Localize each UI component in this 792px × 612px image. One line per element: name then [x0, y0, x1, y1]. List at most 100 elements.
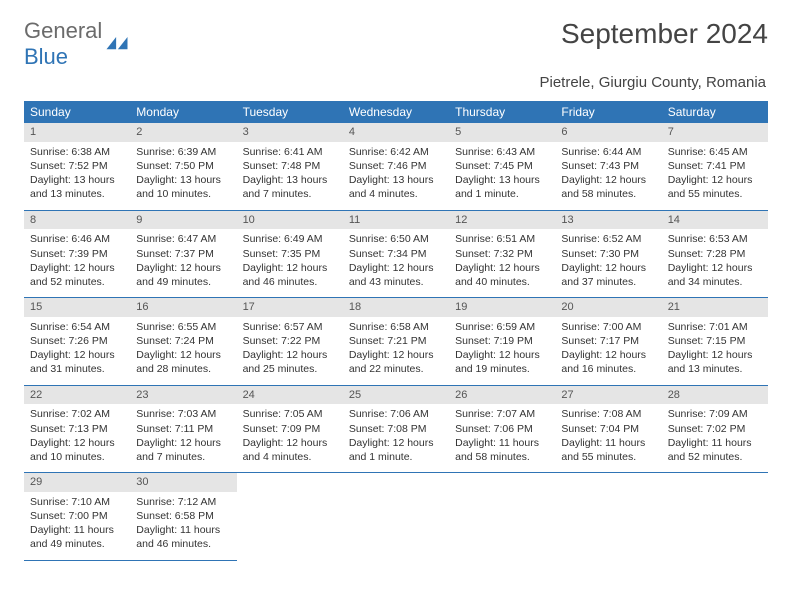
- day-number: 18: [343, 298, 449, 317]
- day-body: Sunrise: 7:10 AMSunset: 7:00 PMDaylight:…: [24, 492, 130, 560]
- logo-text: General Blue: [24, 18, 102, 70]
- sunrise-line: Sunrise: 6:51 AM: [455, 232, 549, 246]
- day-cell: 9Sunrise: 6:47 AMSunset: 7:37 PMDaylight…: [130, 210, 236, 298]
- sunset-line: Sunset: 7:11 PM: [136, 422, 230, 436]
- daylight-line: Daylight: 12 hours and 31 minutes.: [30, 348, 124, 376]
- day-cell: 7 Sunrise: 6:45 AMSunset: 7:41 PMDaylight…: [662, 123, 768, 210]
- day-number: 9: [130, 211, 236, 230]
- day-body: Sunrise: 6:44 AMSunset: 7:43 PMDaylight:…: [555, 142, 661, 210]
- day-number: 10: [237, 211, 343, 230]
- day-cell: 13Sunrise: 6:52 AMSunset: 7:30 PMDayligh…: [555, 210, 661, 298]
- sunset-line: Sunset: 7:35 PM: [243, 247, 337, 261]
- sunset-line: Sunset: 7:43 PM: [561, 159, 655, 173]
- day-body: Sunrise: 7:09 AMSunset: 7:02 PMDaylight:…: [662, 404, 768, 472]
- sunset-line: Sunset: 7:06 PM: [455, 422, 549, 436]
- col-sat: Saturday: [662, 101, 768, 123]
- daylight-line: Daylight: 12 hours and 10 minutes.: [30, 436, 124, 464]
- sunrise-line: Sunrise: 7:00 AM: [561, 320, 655, 334]
- day-body: Sunrise: 6:51 AMSunset: 7:32 PMDaylight:…: [449, 229, 555, 297]
- day-cell: 19Sunrise: 6:59 AMSunset: 7:19 PMDayligh…: [449, 298, 555, 386]
- day-body: Sunrise: 7:02 AMSunset: 7:13 PMDaylight:…: [24, 404, 130, 472]
- day-body: Sunrise: 7:07 AMSunset: 7:06 PMDaylight:…: [449, 404, 555, 472]
- day-cell: 28Sunrise: 7:09 AMSunset: 7:02 PMDayligh…: [662, 385, 768, 473]
- day-cell: 1Sunrise: 6:38 AMSunset: 7:52 PMDaylight…: [24, 123, 130, 210]
- sunrise-line: Sunrise: 6:50 AM: [349, 232, 443, 246]
- sunrise-line: Sunrise: 7:05 AM: [243, 407, 337, 421]
- day-cell: 17Sunrise: 6:57 AMSunset: 7:22 PMDayligh…: [237, 298, 343, 386]
- day-number: 26: [449, 386, 555, 405]
- day-body: Sunrise: 6:52 AMSunset: 7:30 PMDaylight:…: [555, 229, 661, 297]
- sunset-line: Sunset: 7:17 PM: [561, 334, 655, 348]
- day-body: Sunrise: 7:00 AMSunset: 7:17 PMDaylight:…: [555, 317, 661, 385]
- day-body: Sunrise: 6:42 AMSunset: 7:46 PMDaylight:…: [343, 142, 449, 210]
- sunset-line: Sunset: 7:50 PM: [136, 159, 230, 173]
- day-number: 28: [662, 386, 768, 405]
- sunset-line: Sunset: 7:46 PM: [349, 159, 443, 173]
- day-number: 30: [130, 473, 236, 492]
- daylight-line: Daylight: 11 hours and 49 minutes.: [30, 523, 124, 551]
- day-cell: 8Sunrise: 6:46 AMSunset: 7:39 PMDaylight…: [24, 210, 130, 298]
- sunset-line: Sunset: 7:19 PM: [455, 334, 549, 348]
- sunrise-line: Sunrise: 6:46 AM: [30, 232, 124, 246]
- sunset-line: Sunset: 7:02 PM: [668, 422, 762, 436]
- day-cell: 5Sunrise: 6:43 AMSunset: 7:45 PMDaylight…: [449, 123, 555, 210]
- sunrise-line: Sunrise: 6:47 AM: [136, 232, 230, 246]
- col-thu: Thursday: [449, 101, 555, 123]
- daylight-line: Daylight: 11 hours and 52 minutes.: [668, 436, 762, 464]
- daylight-line: Daylight: 11 hours and 55 minutes.: [561, 436, 655, 464]
- sunset-line: Sunset: 6:58 PM: [136, 509, 230, 523]
- daylight-line: Daylight: 12 hours and 16 minutes.: [561, 348, 655, 376]
- col-tue: Tuesday: [237, 101, 343, 123]
- daylight-line: Daylight: 12 hours and 43 minutes.: [349, 261, 443, 289]
- calendar-body: 1Sunrise: 6:38 AMSunset: 7:52 PMDaylight…: [24, 123, 768, 560]
- day-number: 19: [449, 298, 555, 317]
- sunset-line: Sunset: 7:21 PM: [349, 334, 443, 348]
- col-sun: Sunday: [24, 101, 130, 123]
- day-number: 25: [343, 386, 449, 405]
- calendar-row: 8 Sunrise: 6:46 AMSunset: 7:39 PM Daylight…: [24, 210, 768, 298]
- day-body: Sunrise: 6:59 AMSunset: 7:19 PMDaylight:…: [449, 317, 555, 385]
- day-number: 24: [237, 386, 343, 405]
- sunrise-line: Sunrise: 7:10 AM: [30, 495, 124, 509]
- day-number: 22: [24, 386, 130, 405]
- day-cell: 4Sunrise: 6:42 AMSunset: 7:46 PMDaylight…: [343, 123, 449, 210]
- sunrise-line: Sunrise: 6:45 AM: [668, 145, 762, 159]
- day-cell: 14Sunrise: 6:53 AMSunset: 7:28 PMDayligh…: [662, 210, 768, 298]
- calendar-table: Sunday Monday Tuesday Wednesday Thursday…: [24, 101, 768, 561]
- day-cell: 3Sunrise: 6:41 AMSunset: 7:48 PMDaylight…: [237, 123, 343, 210]
- day-body: Sunrise: 6:58 AMSunset: 7:21 PMDaylight:…: [343, 317, 449, 385]
- calendar-row: 1Sunrise: 6:38 AMSunset: 7:52 PMDaylight…: [24, 123, 768, 210]
- day-body: Sunrise: 6:39 AMSunset: 7:50 PMDaylight:…: [130, 142, 236, 210]
- sunrise-line: Sunrise: 6:38 AM: [30, 145, 124, 159]
- daylight-line: Daylight: 13 hours and 1 minute.: [455, 173, 549, 201]
- day-body: Sunrise: 6:50 AMSunset: 7:34 PMDaylight:…: [343, 229, 449, 297]
- day-cell: 11Sunrise: 6:50 AMSunset: 7:34 PMDayligh…: [343, 210, 449, 298]
- day-number: 13: [555, 211, 661, 230]
- sunrise-line: Sunrise: 6:43 AM: [455, 145, 549, 159]
- sunrise-line: Sunrise: 6:59 AM: [455, 320, 549, 334]
- day-number: 27: [555, 386, 661, 405]
- logo-word2: Blue: [24, 44, 68, 69]
- sunrise-line: Sunrise: 6:42 AM: [349, 145, 443, 159]
- calendar-row: 29Sunrise: 7:10 AMSunset: 7:00 PMDayligh…: [24, 473, 768, 561]
- sunset-line: Sunset: 7:13 PM: [30, 422, 124, 436]
- day-cell: 27Sunrise: 7:08 AMSunset: 7:04 PMDayligh…: [555, 385, 661, 473]
- daylight-line: Daylight: 12 hours and 58 minutes.: [561, 173, 655, 201]
- daylight-line: Daylight: 12 hours and 55 minutes.: [668, 173, 762, 201]
- day-cell: 30Sunrise: 7:12 AMSunset: 6:58 PMDayligh…: [130, 473, 236, 561]
- day-number: 8: [24, 211, 130, 230]
- day-cell: 25Sunrise: 7:06 AMSunset: 7:08 PMDayligh…: [343, 385, 449, 473]
- sunset-line: Sunset: 7:22 PM: [243, 334, 337, 348]
- sunset-line: Sunset: 7:39 PM: [30, 247, 124, 261]
- day-body: Sunrise: 6:49 AMSunset: 7:35 PMDaylight:…: [237, 229, 343, 297]
- day-number: 21: [662, 298, 768, 317]
- page-title: September 2024: [561, 18, 768, 50]
- sunrise-line: Sunrise: 6:53 AM: [668, 232, 762, 246]
- sunset-line: Sunset: 7:09 PM: [243, 422, 337, 436]
- day-cell: 15Sunrise: 6:54 AMSunset: 7:26 PMDayligh…: [24, 298, 130, 386]
- calendar-row: 15Sunrise: 6:54 AMSunset: 7:26 PMDayligh…: [24, 298, 768, 386]
- day-number: 7: [662, 123, 768, 142]
- sunset-line: Sunset: 7:41 PM: [668, 159, 762, 173]
- day-cell: 10Sunrise: 6:49 AMSunset: 7:35 PMDayligh…: [237, 210, 343, 298]
- sunset-line: Sunset: 7:04 PM: [561, 422, 655, 436]
